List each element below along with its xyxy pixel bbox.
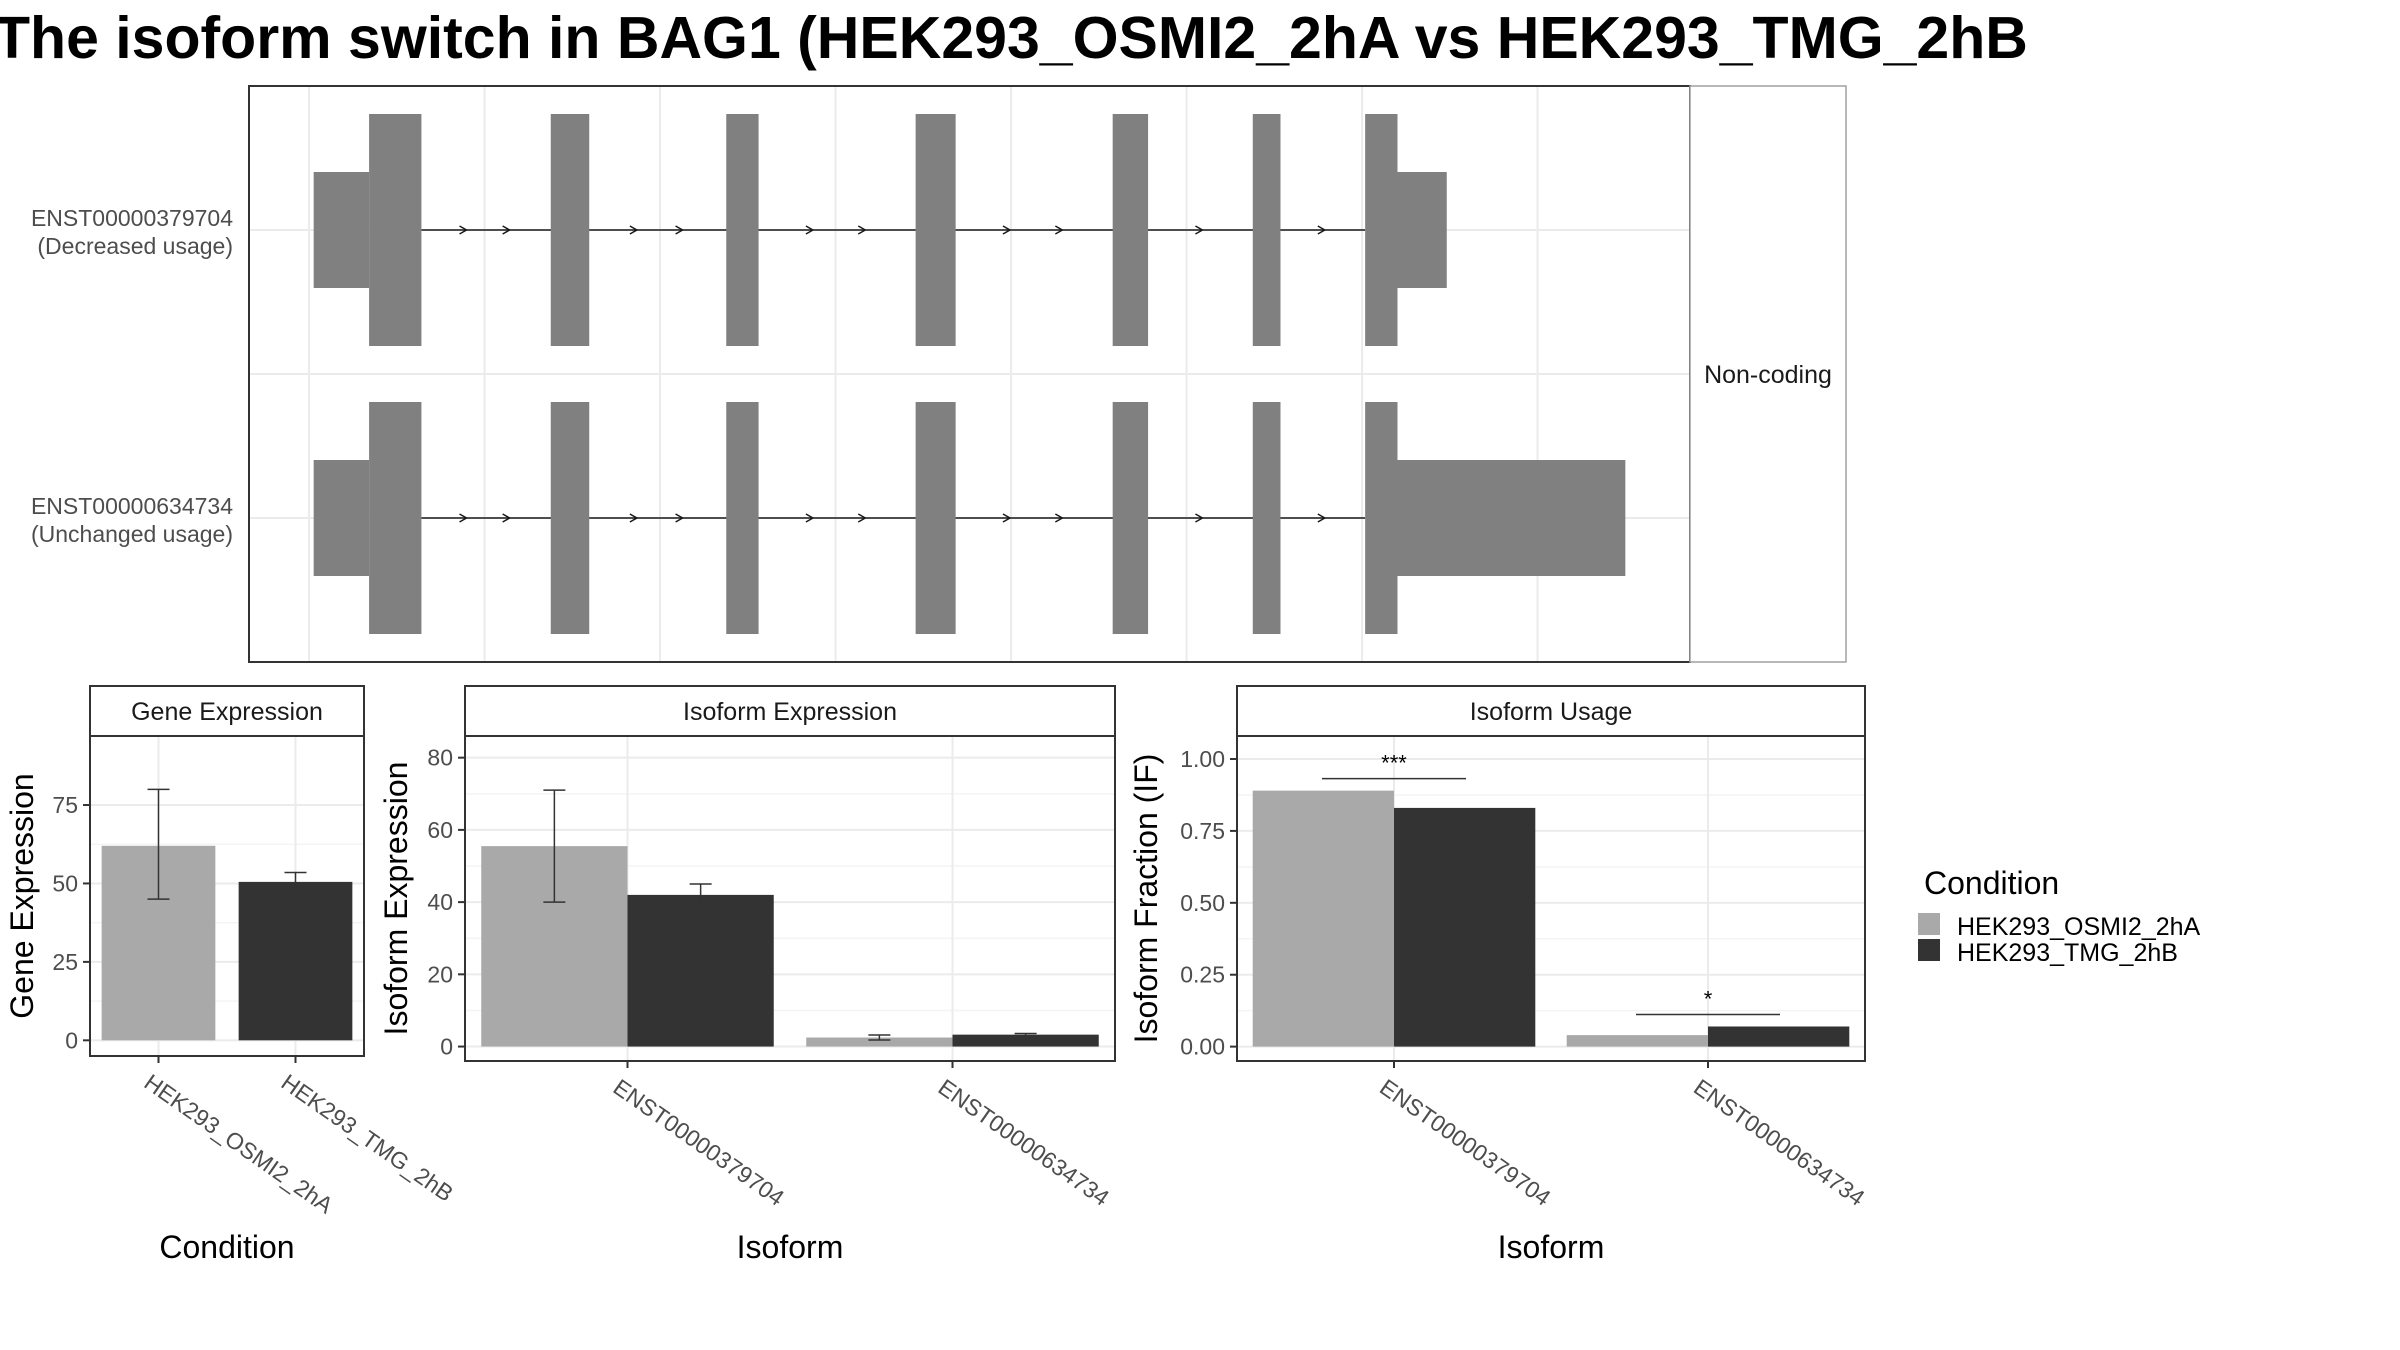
iso-usage-ytick-label-4: 1.00 — [1180, 746, 1225, 772]
iso-expr-ylabel: Isoform Expression — [378, 762, 414, 1036]
intron-arrow-1-4-1 — [1195, 513, 1204, 523]
utr3-1-6 — [1397, 460, 1626, 576]
iso-expr-strip — [464, 685, 1116, 737]
iso-usage-strip-label: Isoform Usage — [1470, 698, 1633, 726]
utr-0-0 — [313, 172, 370, 288]
exon-1-0 — [369, 402, 422, 634]
legend-swatch-cond2 — [1918, 939, 1940, 961]
iso-expr-xtick-label-0: ENST00000379704 — [609, 1074, 790, 1211]
intron-arrow-1-3-2 — [1054, 513, 1064, 523]
iso-expr-bar-1-0 — [627, 894, 774, 1047]
iso-usage-xtick-label-0: ENST00000379704 — [1375, 1074, 1556, 1211]
iso-usage-ytick-label-2: 0.50 — [1180, 890, 1225, 916]
iso-expr-xtick-label-1: ENST00000634734 — [934, 1074, 1115, 1211]
iso-expr-bar-1-1 — [952, 1034, 1099, 1047]
utr-1-0 — [313, 460, 370, 576]
gene-expr-ytick-label-0: 0 — [65, 1027, 78, 1053]
iso-usage-ytick-label-1: 0.25 — [1180, 962, 1225, 988]
isoform-expression-panel: Isoform Expression 0 20 40 60 80 ENST000003797… — [378, 685, 1116, 1265]
figure-title: The isoform switch in BAG1 (HEK293_OSMI2… — [0, 5, 2028, 71]
iso-expr-ytick-label-0: 0 — [440, 1034, 453, 1060]
intron-arrow-0-2-2 — [857, 225, 867, 235]
intron-arrow-0-1-2 — [675, 225, 685, 235]
intron-arrow-1-2-2 — [857, 513, 867, 523]
iso-usage-xtick-label-1: ENST00000634734 — [1689, 1074, 1870, 1211]
exon-0-2 — [726, 114, 759, 346]
gene-expr-ytick-label-1: 25 — [52, 949, 78, 975]
exon-0-1 — [550, 114, 590, 346]
exon-1-3 — [915, 402, 956, 634]
intron-arrow-0-3-1 — [1002, 225, 1012, 235]
gene-expr-xlabel: Condition — [159, 1229, 294, 1265]
intron-arrow-1-1-1 — [629, 513, 639, 523]
iso-expr-ytick-label-2: 40 — [427, 889, 453, 915]
iso-expr-border — [464, 735, 1116, 1062]
facet-strip-right — [1689, 85, 1847, 663]
exon-0-3 — [915, 114, 956, 346]
intron-arrow-0-0-2 — [502, 225, 512, 235]
iso-usage-xlabel: Isoform — [1498, 1229, 1605, 1265]
iso-usage-sig-label-0: *** — [1381, 751, 1407, 776]
iso-usage-ytick-label-0: 0.00 — [1180, 1034, 1225, 1060]
exon-0-0 — [369, 114, 422, 346]
gene-expr-bar-0-1 — [238, 881, 353, 1041]
gene-expr-border — [89, 735, 365, 1057]
intron-arrow-0-5-1 — [1317, 225, 1327, 235]
legend-label-cond1: HEK293_OSMI2_2hA — [1957, 913, 2201, 941]
iso-usage-bar-0-0 — [1252, 790, 1394, 1047]
intron-arrow-0-3-2 — [1054, 225, 1064, 235]
intron-arrow-1-2-1 — [805, 513, 815, 523]
intron-arrow-1-0-1 — [459, 513, 469, 523]
intron-arrow-0-0-1 — [459, 225, 469, 235]
facet-label: Non-coding — [1704, 361, 1832, 389]
iso-expr-xlabel: Isoform — [737, 1229, 844, 1265]
legend-swatch-cond1 — [1918, 913, 1940, 935]
exon-1-2 — [726, 402, 759, 634]
iso-usage-bar-0-1 — [1566, 1035, 1708, 1047]
exon-0-6 — [1365, 114, 1398, 346]
iso-expr-ytick-label-4: 80 — [427, 745, 453, 771]
gene-expr-ytick-label-2: 50 — [52, 870, 78, 896]
condition-legend: Condition HEK293_OSMI2_2hA HEK293_TMG_2h… — [1918, 865, 2201, 967]
intron-arrow-1-5-1 — [1317, 513, 1327, 523]
iso-usage-bar-1-1 — [1708, 1026, 1850, 1047]
intron-arrow-0-4-1 — [1195, 225, 1204, 235]
legend-title: Condition — [1924, 865, 2059, 901]
iso-usage-ytick-label-3: 0.75 — [1180, 818, 1225, 844]
exon-1-5 — [1252, 402, 1281, 634]
exon-1-1 — [550, 402, 590, 634]
iso-usage-border — [1236, 735, 1866, 1062]
iso-expr-ytick-label-1: 20 — [427, 961, 453, 987]
intron-arrow-1-0-2 — [502, 513, 512, 523]
intron-arrow-0-2-1 — [805, 225, 815, 235]
isoform-usage-label-0: (Decreased usage) — [37, 233, 233, 259]
iso-usage-bar-1-0 — [1394, 807, 1536, 1047]
iso-expr-ytick-label-3: 60 — [427, 817, 453, 843]
gene-expr-ylabel: Gene Expression — [4, 773, 40, 1018]
exon-0-5 — [1252, 114, 1281, 346]
iso-usage-ylabel: Isoform Fraction (IF) — [1128, 754, 1164, 1044]
gene-expr-ytick-label-3: 75 — [52, 792, 78, 818]
exon-0-4 — [1112, 114, 1149, 346]
iso-expr-strip-label: Isoform Expression — [683, 698, 897, 726]
gene-structure-panel: ENST00000379704(Decreased usage) ENST0000… — [31, 85, 1847, 663]
intron-arrow-0-1-1 — [629, 225, 639, 235]
utr3-0-6 — [1397, 172, 1447, 288]
intron-arrow-1-3-1 — [1002, 513, 1012, 523]
exon-1-4 — [1112, 402, 1149, 634]
iso-usage-sig-label-1: * — [1704, 986, 1713, 1011]
gene-expr-strip-label: Gene Expression — [131, 698, 323, 726]
intron-arrow-1-1-2 — [675, 513, 685, 523]
isoform-label-0: ENST00000379704 — [31, 205, 233, 231]
legend-label-cond2: HEK293_TMG_2hB — [1957, 939, 2178, 967]
isoform-usage-label-1: (Unchanged usage) — [31, 521, 233, 547]
isoform-label-1: ENST00000634734 — [31, 493, 233, 519]
iso-expr-bar-0-1 — [806, 1037, 953, 1047]
exon-1-6 — [1365, 402, 1398, 634]
